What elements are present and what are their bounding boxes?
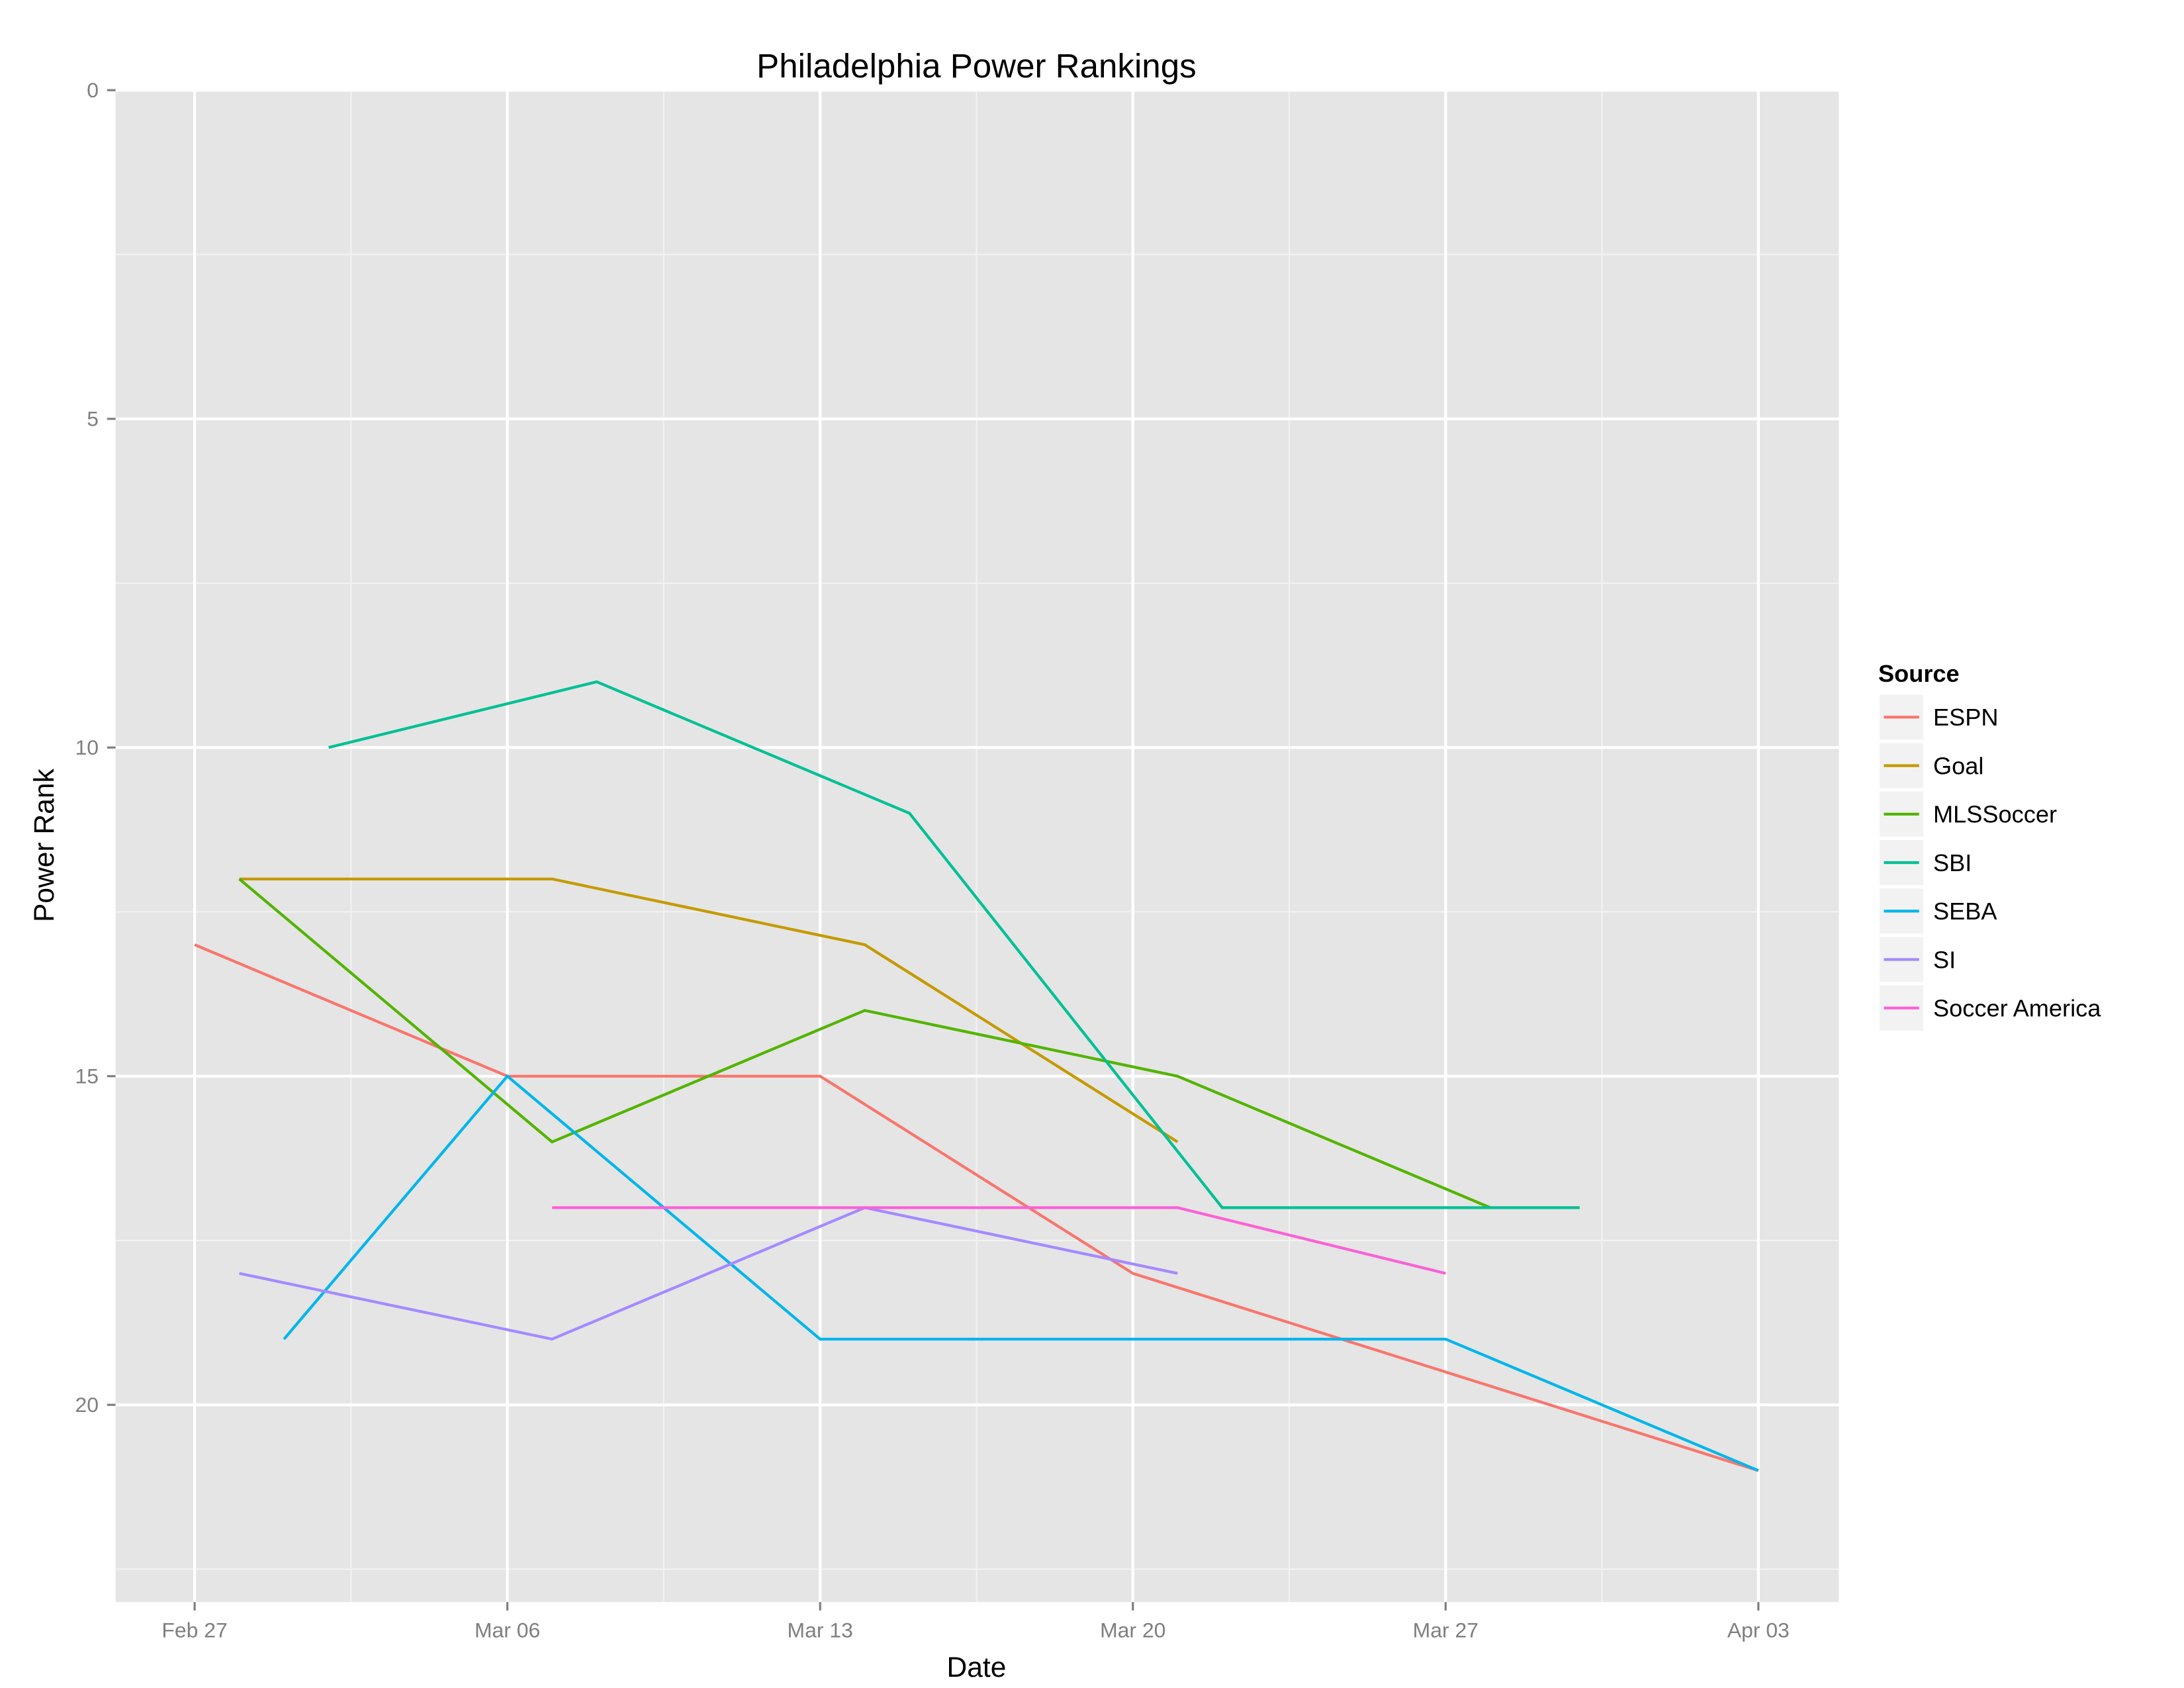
y-tick-label: 10: [75, 735, 99, 759]
series-line-seba: [283, 1074, 1759, 1472]
y-axis: 0 5 10 15 20: [75, 78, 116, 1417]
legend-label: MLSSoccer: [1933, 801, 2057, 828]
y-tick-label: 5: [87, 406, 99, 430]
y-tick-label: 15: [75, 1064, 99, 1088]
chart-title: Philadelphia Power Rankings: [756, 47, 1196, 85]
series-lines: [194, 680, 1759, 1472]
grid-lines: [115, 89, 1839, 1603]
y-tick-label: 20: [75, 1393, 99, 1417]
series-line-sbi: [328, 680, 1580, 1209]
y-tick-label: 0: [87, 78, 99, 102]
series-line-si: [239, 1206, 1178, 1341]
legend-label: Goal: [1933, 752, 1983, 779]
legend-title: Source: [1878, 660, 1960, 687]
legend-label: SEBA: [1933, 898, 1997, 925]
x-axis: Feb 27 Mar 06 Mar 13 Mar 20 Mar 27 Apr 03: [161, 1602, 1790, 1642]
x-tick-label: Mar 27: [1413, 1618, 1479, 1642]
x-tick-label: Mar 20: [1100, 1618, 1165, 1642]
x-tick-label: Apr 03: [1727, 1618, 1790, 1642]
series-line-mlssoccer: [238, 878, 1491, 1209]
legend-label: Soccer America: [1933, 995, 2101, 1022]
legend-label: SI: [1933, 946, 1956, 973]
legend-label: ESPN: [1933, 704, 1999, 731]
legend: Source ESPN Goal MLSSoccer SBI SEBA SI Soccer …: [1878, 660, 2101, 1031]
x-tick-label: Mar 13: [788, 1618, 853, 1642]
x-axis-label: Date: [946, 1652, 1006, 1683]
y-axis-label: Power Rank: [28, 769, 60, 923]
x-tick-label: Feb 27: [161, 1618, 227, 1642]
legend-label: SBI: [1933, 849, 1972, 876]
x-tick-label: Mar 06: [475, 1618, 540, 1642]
series-line-soccer-america: [552, 1206, 1446, 1275]
